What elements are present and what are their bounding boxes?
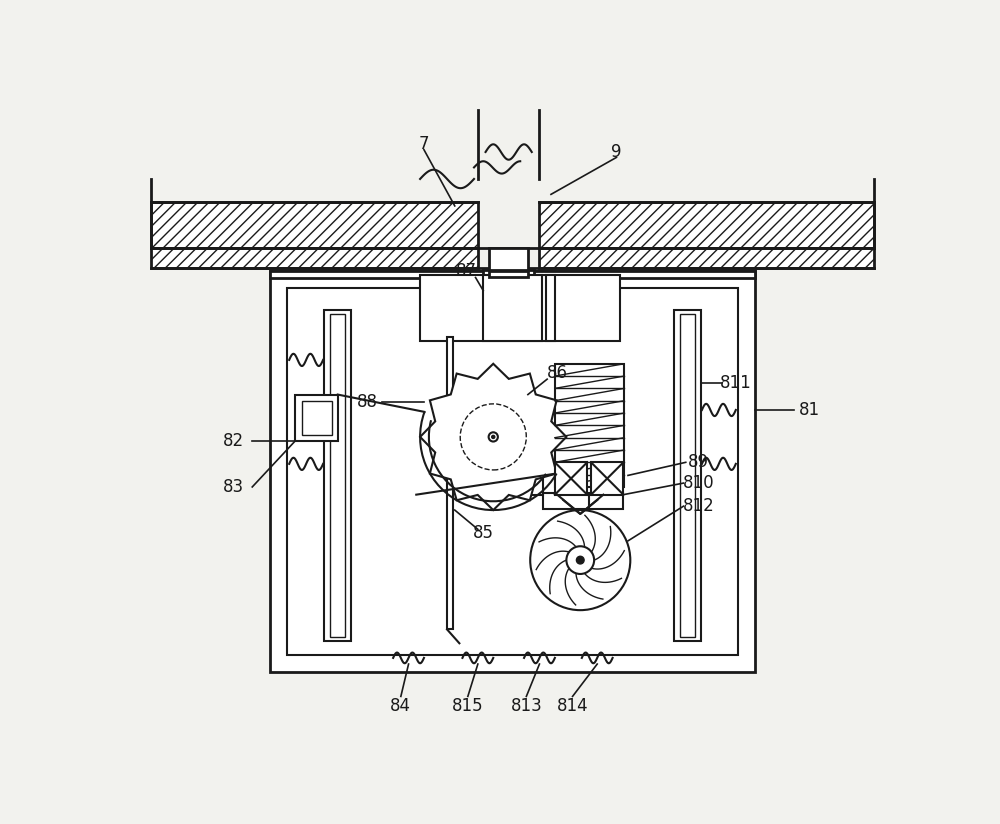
Bar (330, 314, 345, 637)
Bar (420, 275, 620, 340)
Text: 7: 7 (419, 135, 429, 153)
Polygon shape (420, 363, 566, 510)
Text: 83: 83 (223, 478, 244, 496)
Text: 86: 86 (547, 364, 568, 382)
Bar (295, 395, 338, 441)
Bar (539, 202, 874, 248)
Bar (270, 271, 755, 278)
Bar (520, 462, 543, 494)
Bar (555, 363, 624, 487)
Text: 813: 813 (510, 697, 542, 715)
Text: 89: 89 (688, 453, 709, 471)
Text: 812: 812 (683, 497, 715, 515)
Circle shape (492, 435, 495, 438)
Bar (680, 314, 695, 637)
Text: 85: 85 (473, 524, 494, 542)
Text: 88: 88 (357, 393, 378, 411)
Text: 87: 87 (456, 262, 477, 280)
Text: 84: 84 (390, 697, 411, 715)
Bar (489, 248, 528, 275)
Bar (151, 248, 478, 268)
Bar (302, 400, 332, 434)
Bar (324, 310, 351, 641)
Bar (151, 202, 478, 248)
Circle shape (566, 546, 594, 574)
Bar (555, 462, 587, 494)
Bar (287, 288, 738, 655)
Circle shape (433, 377, 553, 497)
Bar (483, 269, 534, 279)
Text: 811: 811 (720, 374, 752, 392)
Circle shape (576, 556, 584, 564)
Text: 814: 814 (557, 697, 588, 715)
Text: 810: 810 (683, 474, 715, 492)
Bar (483, 275, 542, 340)
Bar (591, 462, 623, 494)
Bar (543, 493, 623, 508)
Text: 81: 81 (798, 401, 820, 419)
Text: 82: 82 (223, 432, 244, 450)
Bar (674, 310, 701, 641)
Text: 9: 9 (611, 143, 622, 161)
Bar (539, 248, 874, 268)
Text: 815: 815 (452, 697, 484, 715)
Circle shape (530, 510, 630, 610)
Bar (489, 270, 528, 277)
Bar (270, 271, 755, 672)
Bar (546, 275, 555, 340)
Bar (447, 337, 453, 630)
